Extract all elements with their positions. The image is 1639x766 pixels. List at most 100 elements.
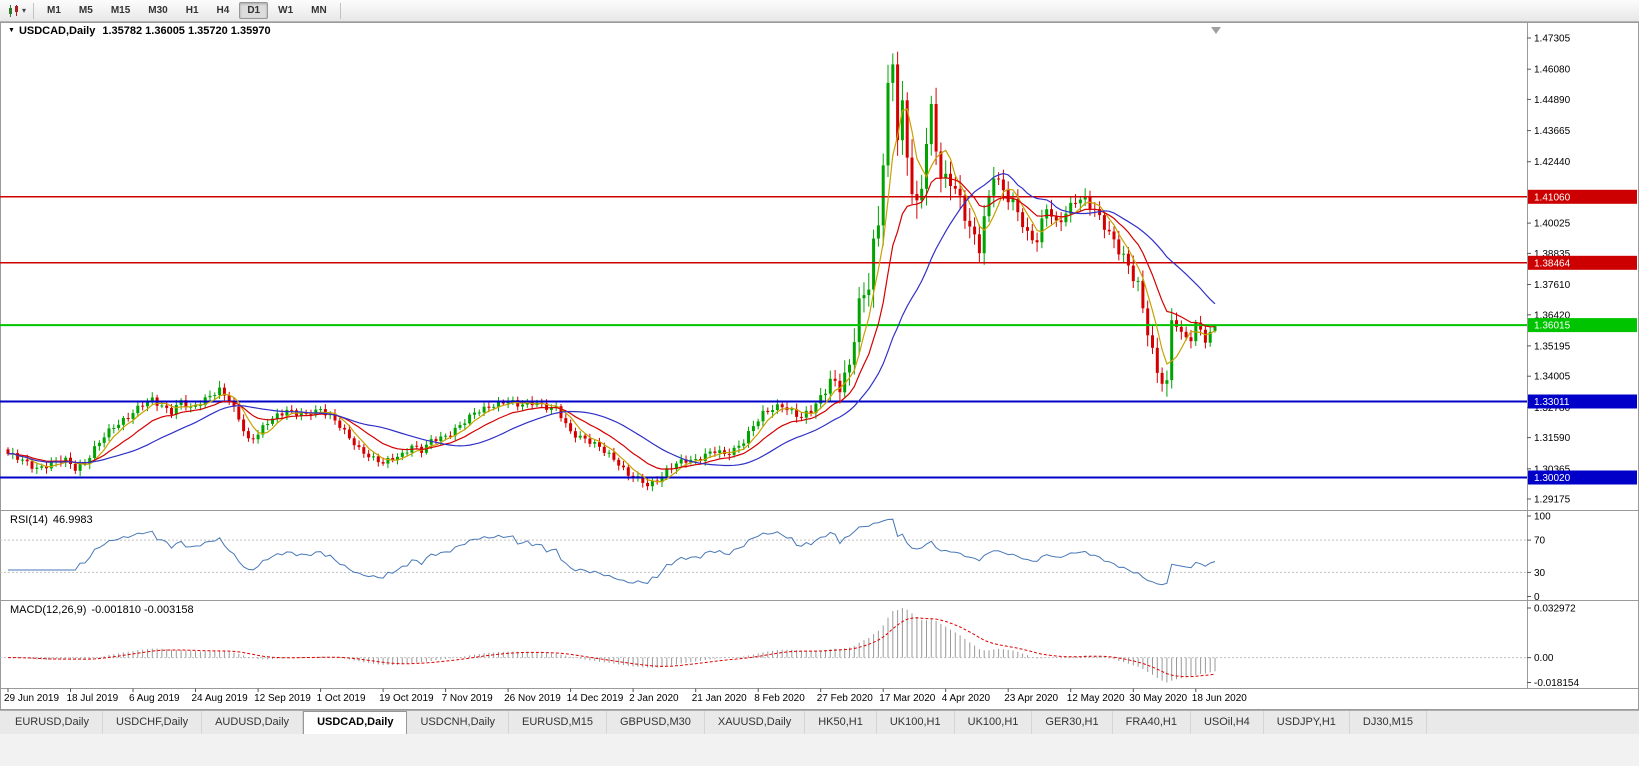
date-label: 23 Apr 2020 xyxy=(1004,693,1058,704)
date-label: 26 Nov 2019 xyxy=(504,693,561,704)
status-strip xyxy=(0,734,1639,766)
chart-type-selector[interactable]: ▾ xyxy=(4,3,29,19)
date-label: 24 Aug 2019 xyxy=(192,693,249,704)
price-axis[interactable]: 1.47305 1.46080 1.44890 1.43665 1.42440 1.400… xyxy=(1527,34,1637,506)
timeframe-button-mn[interactable]: MN xyxy=(311,5,327,16)
price-tick-label: 1.34005 xyxy=(1534,372,1571,383)
price-tick-label: 1.30365 xyxy=(1534,464,1571,475)
price-badge-label: 1.33011 xyxy=(1534,397,1570,408)
symbol-timeframe-label: USDCAD,Daily xyxy=(18,25,96,37)
chart-tab-usdchf-daily[interactable]: USDCHF,Daily xyxy=(103,711,203,734)
date-label: 14 Dec 2019 xyxy=(567,693,624,704)
date-label: 2 Jan 2020 xyxy=(629,693,679,704)
chart-collapse-icon[interactable]: ▼ xyxy=(8,27,15,34)
macd-axis-label: -0.018154 xyxy=(1534,678,1579,689)
timeframe-button-w1[interactable]: W1 xyxy=(278,5,294,16)
macd-panel: 0.032972 0.00 -0.018154 xyxy=(0,604,1579,689)
date-label: 21 Jan 2020 xyxy=(692,693,747,704)
timeframe-button-h1[interactable]: H1 xyxy=(185,5,199,16)
timeframe-buttons: M1 M5 M15 M30 H1 H4 D1 W1 MN xyxy=(38,2,336,19)
timeframe-button-h4[interactable]: H4 xyxy=(216,5,230,16)
price-tick-label: 1.43665 xyxy=(1534,126,1571,137)
price-badge xyxy=(1528,318,1637,333)
macd-histogram xyxy=(17,608,1216,683)
date-label: 12 May 2020 xyxy=(1067,693,1125,704)
date-label: 12 Sep 2019 xyxy=(254,693,311,704)
chart-shift-marker-icon[interactable] xyxy=(1211,27,1221,34)
chart-tab-gbpusd-m30[interactable]: GBPUSD,M30 xyxy=(607,711,705,734)
date-label: 19 Oct 2019 xyxy=(379,693,434,704)
chart-tab-audusd-daily[interactable]: AUDUSD,Daily xyxy=(202,711,304,734)
rsi-panel: 100 70 30 0 xyxy=(0,512,1551,603)
chart-tab-fra40-h1[interactable]: FRA40,H1 xyxy=(1113,711,1191,734)
price-tick-label: 1.37610 xyxy=(1534,280,1571,291)
rsi-level-label: 0 xyxy=(1534,592,1540,603)
price-badge-label: 1.38464 xyxy=(1534,258,1571,269)
price-badge xyxy=(1528,394,1637,409)
timeframe-button-d1[interactable]: D1 xyxy=(239,2,269,19)
chart-tab-usdcad-daily[interactable]: USDCAD,Daily xyxy=(303,711,408,734)
rsi-level-label: 100 xyxy=(1534,512,1551,523)
dropdown-caret-icon: ▾ xyxy=(22,5,27,15)
price-tick-label: 1.42440 xyxy=(1534,157,1571,168)
date-label: 4 Apr 2020 xyxy=(942,693,991,704)
chart-tab-dj30-m15[interactable]: DJ30,M15 xyxy=(1350,711,1428,734)
ma-medium-line xyxy=(7,177,1216,470)
timeframe-button-m15[interactable]: M15 xyxy=(110,5,131,16)
price-tick-label: 1.29175 xyxy=(1534,495,1571,506)
macd-name: MACD(12,26,9) xyxy=(10,604,87,616)
price-badge xyxy=(1528,255,1637,270)
price-tick-label: 1.46080 xyxy=(1534,65,1571,76)
price-badge-label: 1.36015 xyxy=(1534,321,1571,332)
chart-tab-ger30-h1[interactable]: GER30,H1 xyxy=(1032,711,1113,734)
price-badge xyxy=(1528,189,1637,204)
chart-tab-uk100-h1[interactable]: UK100,H1 xyxy=(877,711,955,734)
date-label: 7 Nov 2019 xyxy=(442,693,494,704)
toolbar: ▾ M1 M5 M15 M30 H1 H4 D1 W1 MN xyxy=(0,0,1639,22)
chart-window: 1.47305 1.46080 1.44890 1.43665 1.42440 1.400… xyxy=(0,22,1639,710)
price-tick-label: 1.40025 xyxy=(1534,219,1571,230)
price-badge xyxy=(1528,470,1637,485)
timeframe-button-m30[interactable]: M30 xyxy=(148,5,168,16)
rsi-level-label: 70 xyxy=(1534,536,1546,547)
macd-indicator-label: MACD(12,26,9) -0.001810 -0.003158 xyxy=(10,604,194,616)
macd-values: -0.001810 -0.003158 xyxy=(91,604,194,616)
date-label: 8 Feb 2020 xyxy=(754,693,805,704)
timeframe-button-m1[interactable]: M1 xyxy=(47,5,61,16)
date-label: 30 May 2020 xyxy=(1129,693,1187,704)
price-tick-label: 1.35195 xyxy=(1534,341,1571,352)
rsi-value: 46.9983 xyxy=(52,514,93,526)
ma-slow-line xyxy=(7,172,1216,467)
rsi-level-label: 30 xyxy=(1534,568,1546,579)
date-label: 18 Jun 2020 xyxy=(1192,693,1247,704)
chart-tab-eurusd-m15[interactable]: EURUSD,M15 xyxy=(509,711,607,734)
macd-axis-label: 0.032972 xyxy=(1534,604,1576,615)
toolbar-separator xyxy=(33,2,35,19)
chart-tab-eurusd-daily[interactable]: EURUSD,Daily xyxy=(2,711,103,734)
price-badge-label: 1.41060 xyxy=(1534,192,1571,203)
chart-tab-xauusd-daily[interactable]: XAUUSD,Daily xyxy=(705,711,806,734)
price-tick-label: 1.36420 xyxy=(1534,310,1571,321)
chart-tab-usdcnh-daily[interactable]: USDCNH,Daily xyxy=(407,711,510,734)
chart-border xyxy=(0,22,1639,710)
date-axis[interactable]: 29 Jun 2019 18 Jul 2019 6 Aug 2019 24 Aug 2… xyxy=(4,688,1247,705)
price-tick-label: 1.38835 xyxy=(1534,249,1571,260)
chart-tab-uk100-h1[interactable]: UK100,H1 xyxy=(955,711,1033,734)
price-badge-label: 1.30020 xyxy=(1534,473,1571,484)
price-tick-label: 1.31590 xyxy=(1534,433,1571,444)
chart-canvas[interactable]: 1.47305 1.46080 1.44890 1.43665 1.42440 1.400… xyxy=(0,22,1639,710)
chart-tab-usoil-h4[interactable]: USOil,H4 xyxy=(1191,711,1264,734)
chart-tabs: EURUSD,Daily USDCHF,Daily AUDUSD,Daily USDC… xyxy=(0,710,1639,734)
timeframe-button-m5[interactable]: M5 xyxy=(78,5,93,16)
chart-tab-usdjpy-h1[interactable]: USDJPY,H1 xyxy=(1264,711,1350,734)
macd-signal-line xyxy=(8,617,1216,678)
ma-fast-line xyxy=(7,108,1216,483)
date-label: 6 Aug 2019 xyxy=(129,693,180,704)
rsi-line xyxy=(8,518,1216,586)
candlestick-chart-icon xyxy=(9,4,18,17)
rsi-name: RSI(14) xyxy=(10,514,48,526)
chart-tab-hk50-h1[interactable]: HK50,H1 xyxy=(805,711,877,734)
ohlc-readout: 1.35782 1.36005 1.35720 1.35970 xyxy=(102,25,271,37)
date-label: 27 Feb 2020 xyxy=(817,693,874,704)
